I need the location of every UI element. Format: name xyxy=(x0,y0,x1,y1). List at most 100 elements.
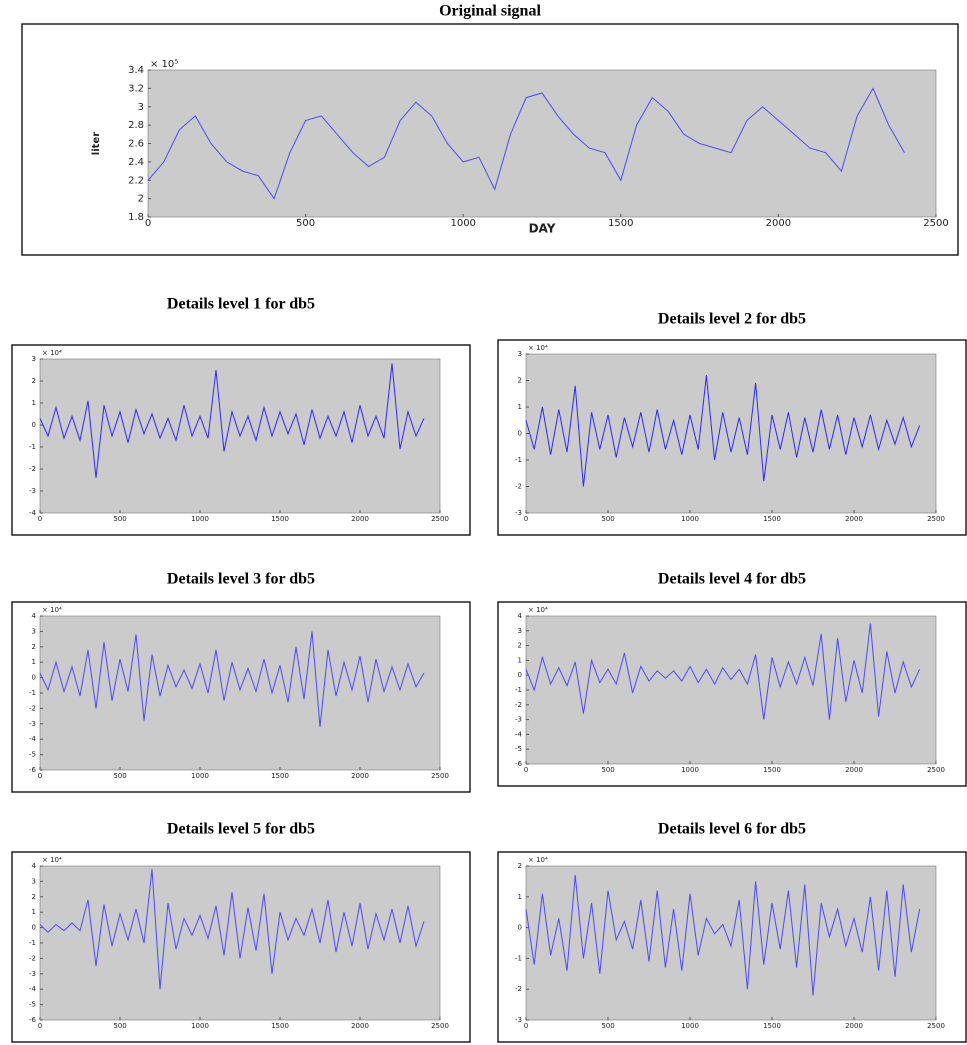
y-tick-label: 0 xyxy=(518,430,522,438)
signal-line xyxy=(39,363,425,478)
y-tick-label: 1 xyxy=(32,658,36,666)
y-axis-label: liter xyxy=(91,132,102,155)
y-tick-label: -4 xyxy=(29,509,37,517)
x-tick-label: 500 xyxy=(296,218,315,229)
scale-annotation: × 10⁴ xyxy=(42,349,62,357)
x-tick-label: 1000 xyxy=(450,218,475,229)
x-tick-label: 2000 xyxy=(845,1022,863,1030)
y-tick-label: 2 xyxy=(138,194,144,205)
scale-annotation: × 10⁴ xyxy=(528,344,548,352)
chart-title: Details level 4 for db5 xyxy=(658,571,806,588)
x-tick-label: 500 xyxy=(113,1022,126,1030)
y-tick-label: -1 xyxy=(29,689,36,697)
x-tick-label: 1500 xyxy=(271,515,289,523)
y-tick-label: -1 xyxy=(29,443,36,451)
signal-line xyxy=(147,87,905,200)
x-tick-label: 500 xyxy=(113,515,126,523)
x-tick-label: 0 xyxy=(524,515,528,523)
x-tick-label: 2500 xyxy=(923,218,948,229)
y-tick-label: 2.4 xyxy=(128,157,144,168)
y-tick-label: 3.2 xyxy=(128,83,144,94)
x-tick-label: 1500 xyxy=(763,766,781,774)
y-tick-label: -5 xyxy=(29,1001,36,1009)
y-tick-label: -3 xyxy=(29,720,36,728)
x-tick-label: 1000 xyxy=(191,772,209,780)
y-tick-label: 1 xyxy=(32,399,36,407)
y-tick-label: 2.8 xyxy=(128,120,144,131)
chart-title: Details level 6 for db5 xyxy=(658,821,806,838)
panel-frame xyxy=(497,339,967,536)
x-tick-label: 2500 xyxy=(927,1022,945,1030)
x-tick-label: 2500 xyxy=(431,515,449,523)
panel-frame xyxy=(497,851,967,1043)
plot-area xyxy=(525,353,937,514)
y-tick-label: -3 xyxy=(515,716,522,724)
y-tick-label: 3 xyxy=(32,627,36,635)
scale-annotation: × 10⁴ xyxy=(42,606,62,614)
y-tick-label: -3 xyxy=(515,509,522,517)
signal-line xyxy=(525,623,921,720)
plot-area xyxy=(39,865,441,1021)
y-tick-label: 2 xyxy=(518,377,522,385)
y-tick-label: -3 xyxy=(515,1016,522,1024)
y-tick-label: 2 xyxy=(32,893,36,901)
panel-frame xyxy=(11,601,471,793)
y-tick-label: 1 xyxy=(518,656,522,664)
scale-annotation: × 10⁴ xyxy=(528,856,548,864)
y-tick-label: -1 xyxy=(515,686,522,694)
x-tick-label: 2500 xyxy=(927,515,945,523)
y-tick-label: -6 xyxy=(515,760,523,768)
y-tick-label: 1.8 xyxy=(128,212,144,223)
signal-line xyxy=(525,875,921,996)
y-tick-label: -1 xyxy=(515,954,522,962)
scale-annotation: × 10⁵ xyxy=(150,59,178,70)
y-tick-label: -4 xyxy=(29,735,37,743)
panel-frame xyxy=(21,23,959,256)
x-tick-label: 1000 xyxy=(191,515,209,523)
x-tick-label: 500 xyxy=(601,766,614,774)
x-tick-label: 2500 xyxy=(927,766,945,774)
y-tick-label: -2 xyxy=(515,985,522,993)
y-tick-label: 3 xyxy=(138,102,144,113)
x-tick-label: 2000 xyxy=(351,1022,369,1030)
y-tick-label: 4 xyxy=(32,612,37,620)
y-tick-label: -2 xyxy=(515,483,522,491)
plot-area xyxy=(525,865,937,1021)
chart-title: Details level 1 for db5 xyxy=(167,296,315,313)
plot-area xyxy=(39,615,441,771)
y-tick-label: -4 xyxy=(29,985,37,993)
y-tick-label: -1 xyxy=(29,939,36,947)
y-tick-label: 0 xyxy=(518,924,522,932)
y-tick-label: 3 xyxy=(518,350,522,358)
y-tick-label: -3 xyxy=(29,487,36,495)
y-tick-label: 2 xyxy=(518,642,522,650)
x-tick-label: 0 xyxy=(38,1022,42,1030)
chart-title: Details level 3 for db5 xyxy=(167,571,315,588)
x-tick-label: 1000 xyxy=(681,1022,699,1030)
x-tick-label: 500 xyxy=(601,1022,614,1030)
y-tick-label: 0 xyxy=(32,674,36,682)
x-tick-label: 1000 xyxy=(681,766,699,774)
x-tick-label: 2000 xyxy=(845,766,863,774)
y-tick-label: 0 xyxy=(32,924,36,932)
y-tick-label: 3 xyxy=(32,355,36,363)
x-tick-label: 1500 xyxy=(271,772,289,780)
y-tick-label: 1 xyxy=(518,893,522,901)
y-tick-label: 2 xyxy=(32,377,36,385)
chart-title: Details level 2 for db5 xyxy=(658,311,806,328)
y-tick-label: -6 xyxy=(29,766,37,774)
x-tick-label: 1500 xyxy=(271,1022,289,1030)
panel-frame xyxy=(497,601,967,787)
y-tick-label: 2.2 xyxy=(128,175,144,186)
panel-frame xyxy=(11,344,471,536)
x-tick-label: 2500 xyxy=(431,772,449,780)
chart-title: Original signal xyxy=(439,3,541,20)
scale-annotation: × 10⁴ xyxy=(42,856,62,864)
signal-line xyxy=(39,631,425,727)
y-tick-label: 0 xyxy=(518,671,522,679)
y-tick-label: -6 xyxy=(29,1016,37,1024)
y-tick-label: 1 xyxy=(32,908,36,916)
y-tick-label: 2.6 xyxy=(128,139,144,150)
